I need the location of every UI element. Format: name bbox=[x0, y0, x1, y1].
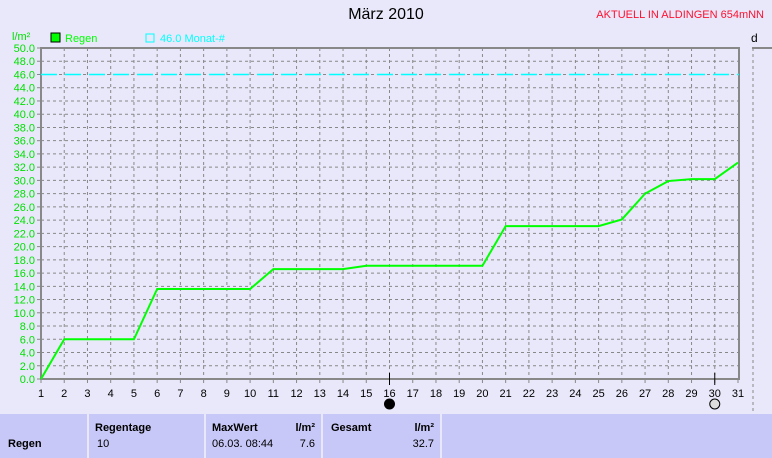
x-tick-label: 26 bbox=[616, 388, 628, 400]
y-tick-label: 14.0 bbox=[14, 281, 35, 293]
x-tick-label: 10 bbox=[244, 388, 256, 400]
x-tick-label: 7 bbox=[177, 388, 183, 400]
x-tick-label: 22 bbox=[523, 388, 535, 400]
row-label: Regen bbox=[8, 438, 42, 450]
series-line-regen bbox=[40, 161, 739, 380]
x-tick-label: 31 bbox=[732, 388, 744, 400]
x-tick-label: 14 bbox=[337, 388, 349, 400]
x-tick-label: 21 bbox=[500, 388, 512, 400]
x-tick-label: 29 bbox=[685, 388, 697, 400]
y-axis-label: l/m² bbox=[12, 31, 31, 43]
y-tick-label: 38.0 bbox=[14, 122, 35, 134]
x-tick-label: 2 bbox=[61, 388, 67, 400]
x-tick-label: 20 bbox=[476, 388, 488, 400]
x-tick-label: 15 bbox=[360, 388, 372, 400]
x-tick-label: 25 bbox=[592, 388, 604, 400]
y-tick-label: 30.0 bbox=[14, 175, 35, 187]
y-tick-label: 42.0 bbox=[14, 96, 35, 108]
new-moon-icon bbox=[384, 398, 395, 410]
y-tick-label: 24.0 bbox=[14, 215, 35, 227]
x-tick-label: 3 bbox=[84, 388, 90, 400]
gesamt-cell: Gesamt l/m² 32.7 bbox=[323, 414, 442, 458]
regentage-label: Regentage bbox=[95, 422, 152, 434]
y-tick-label: 2.0 bbox=[20, 361, 35, 373]
x-tick-label: 5 bbox=[131, 388, 137, 400]
y-tick-label: 34.0 bbox=[14, 149, 35, 161]
chart-title: März 2010 bbox=[348, 6, 424, 23]
y-tick-label: 0.0 bbox=[20, 374, 35, 386]
x-tick-label: 23 bbox=[546, 388, 558, 400]
y-tick-label: 44.0 bbox=[14, 83, 35, 95]
legend-label-reference: 46.0 Monat-# bbox=[160, 33, 226, 45]
rain-chart: 0.02.04.0 6.08.010.012.0 14.016.018.020.0 2… bbox=[12, 31, 772, 414]
y-tick-label: 48.0 bbox=[14, 56, 35, 68]
x-tick-label: 30 bbox=[709, 388, 721, 400]
full-moon-icon bbox=[709, 398, 721, 410]
y-tick-label: 28.0 bbox=[14, 189, 35, 201]
y-tick-label: 40.0 bbox=[14, 109, 35, 121]
x-tick-label: 12 bbox=[290, 388, 302, 400]
x-tick-label: 27 bbox=[639, 388, 651, 400]
y-tick-label: 18.0 bbox=[14, 255, 35, 267]
y-tick-label: 16.0 bbox=[14, 268, 35, 280]
y-tick-label: 6.0 bbox=[20, 334, 35, 346]
maxwert-date: 06.03. 08:44 bbox=[212, 438, 274, 450]
maxwert-unit: l/m² bbox=[295, 422, 315, 434]
y-tick-label: 4.0 bbox=[20, 348, 35, 360]
x-tick-label: 16 bbox=[383, 388, 395, 400]
gesamt-value: 32.7 bbox=[412, 438, 434, 450]
x-tick-label: 8 bbox=[201, 388, 207, 400]
x-tick-label: 9 bbox=[224, 388, 230, 400]
maxwert-cell: MaxWert l/m² 06.03. 08:44 7.6 bbox=[206, 414, 323, 458]
stats-row-label-cell: Regen bbox=[0, 414, 89, 458]
y-tick-label: 22.0 bbox=[14, 228, 35, 240]
legend-swatch-reference bbox=[145, 33, 155, 43]
x-tick-label: 6 bbox=[154, 388, 160, 400]
x-tick-label: 17 bbox=[407, 388, 419, 400]
stats-panel: Regen Regentage 10 MaxWert l/m² 06.03. 0… bbox=[0, 414, 772, 458]
maxwert-value: 7.6 bbox=[299, 438, 315, 450]
y-tick-label: 12.0 bbox=[14, 295, 35, 307]
x-tick-label: 18 bbox=[430, 388, 442, 400]
regentage-cell: Regentage 10 bbox=[89, 414, 206, 458]
y-tick-label: 26.0 bbox=[14, 202, 35, 214]
legend-label-regen: Regen bbox=[65, 33, 97, 45]
x-tick-label: 28 bbox=[662, 388, 674, 400]
y-tick-label: 32.0 bbox=[14, 162, 35, 174]
x-tick-label: 13 bbox=[314, 388, 326, 400]
gesamt-unit: l/m² bbox=[414, 422, 434, 434]
regentage-value: 10 bbox=[97, 438, 110, 450]
x-tick-label: 19 bbox=[453, 388, 465, 400]
station-label: AKTUELL IN ALDINGEN 654mNN bbox=[596, 9, 764, 21]
x-tick-label: 4 bbox=[108, 388, 114, 400]
y-tick-label: 8.0 bbox=[20, 321, 35, 333]
y-tick-label: 46.0 bbox=[14, 69, 35, 81]
y-tick-label: 20.0 bbox=[14, 242, 35, 254]
x-tick-label: 1 bbox=[38, 388, 44, 400]
legend-swatch-regen bbox=[50, 32, 61, 43]
y-tick-label: 10.0 bbox=[14, 308, 35, 320]
maxwert-label: MaxWert bbox=[212, 422, 258, 434]
gesamt-label: Gesamt bbox=[331, 422, 372, 434]
x-tick-label: 11 bbox=[268, 388, 279, 400]
right-panel-label: d bbox=[751, 31, 758, 45]
y-tick-label: 36.0 bbox=[14, 136, 35, 148]
y-tick-label: 50.0 bbox=[14, 43, 35, 55]
x-tick-label: 24 bbox=[569, 388, 581, 400]
